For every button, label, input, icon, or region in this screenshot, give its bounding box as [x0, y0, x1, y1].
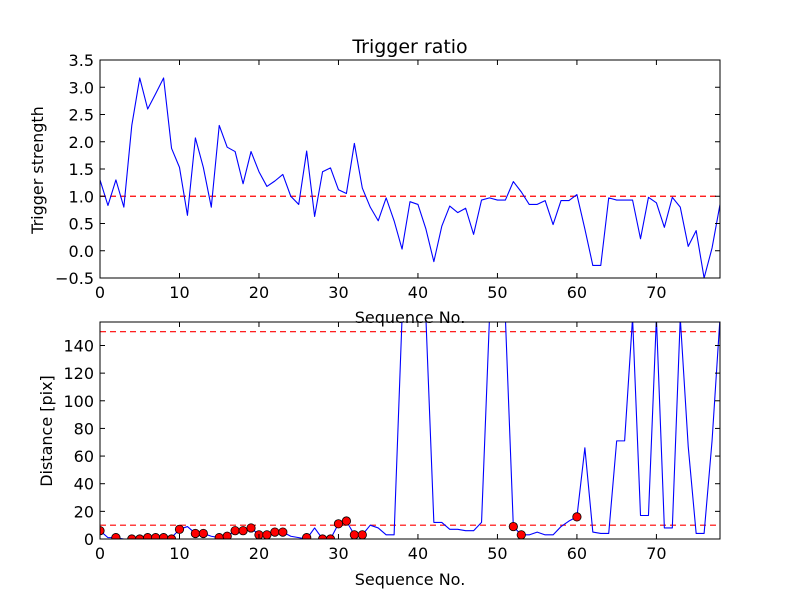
top-y-tick-label: 3.0	[69, 78, 94, 97]
bottom-y-tick-label: 40	[74, 475, 94, 494]
bottom-x-tick-label: 0	[95, 544, 105, 563]
top-x-tick-label: 30	[328, 283, 348, 302]
bottom-data-point	[198, 528, 208, 539]
bottom-x-tick-label: 10	[169, 544, 189, 563]
top-x-tick-label: 60	[567, 283, 587, 302]
bottom-y-tick-label: 20	[74, 502, 94, 521]
bottom-data-point	[270, 527, 280, 537]
bottom-data-point	[349, 530, 359, 539]
top-axes-frame	[99, 59, 721, 279]
bottom-data-point	[302, 533, 312, 539]
bottom-y-axis-label: Distance [pix]	[37, 375, 56, 487]
top-x-tick-label: 70	[646, 283, 666, 302]
bottom-x-tick-label: 40	[408, 544, 428, 563]
top-y-tick-label: 3.5	[69, 51, 94, 70]
bottom-data-point	[357, 530, 367, 539]
bottom-data-point	[278, 527, 288, 537]
bottom-data-point	[222, 531, 232, 539]
top-x-axis-label: Sequence No.	[355, 308, 466, 327]
bottom-y-tick-label: 0	[84, 530, 94, 549]
top-chart-title: Trigger ratio	[351, 36, 467, 58]
bottom-axes-frame	[99, 321, 721, 540]
top-y-tick-label: 0.5	[69, 215, 94, 234]
bottom-data-point	[262, 530, 272, 539]
bottom-data-point	[333, 519, 344, 529]
bottom-ticks: 0 10 20 30 40 50 60 70 0 20 40 60 80 100 120 140	[63, 322, 720, 563]
bottom-data-point	[238, 526, 248, 536]
bottom-x-tick-label: 20	[249, 544, 269, 563]
top-y-tick-label: 2.0	[69, 133, 94, 152]
bottom-data-point	[190, 528, 200, 539]
top-x-tick-label: 40	[408, 283, 428, 302]
bottom-data-point	[174, 524, 185, 534]
top-x-tick-label: 20	[249, 283, 269, 302]
bottom-x-tick-label: 50	[487, 544, 507, 563]
bottom-x-tick-label: 70	[646, 544, 666, 563]
top-y-tick-label: 1.5	[69, 160, 94, 179]
top-series-line	[100, 77, 720, 278]
bottom-y-tick-label: 80	[74, 419, 94, 438]
bottom-y-tick-label: 100	[63, 392, 94, 411]
bottom-plot-area	[100, 322, 720, 539]
top-x-tick-label: 10	[169, 283, 189, 302]
top-plot-area	[100, 77, 720, 278]
top-axes: Trigger ratio 0 10 20 30 40 50 60 70 −0.5 0.0 0.5 1…	[28, 36, 721, 327]
bottom-y-tick-label: 140	[63, 336, 94, 355]
bottom-data-point	[111, 533, 121, 539]
bottom-data-point	[516, 530, 526, 539]
top-ticks: 0 10 20 30 40 50 60 70 −0.5 0.0 0.5 1.0 1.5 2.0 2.5 3.0…	[55, 51, 720, 302]
bottom-x-axis-label: Sequence No.	[355, 570, 466, 589]
top-y-tick-label: 2.5	[69, 106, 94, 125]
bottom-data-point	[508, 521, 518, 532]
top-x-tick-label: 0	[95, 283, 105, 302]
top-y-axis-label: Trigger strength	[28, 106, 47, 235]
bottom-x-tick-label: 30	[328, 544, 348, 563]
bottom-data-point	[246, 523, 256, 533]
top-x-tick-label: 50	[487, 283, 507, 302]
bottom-data-point	[572, 512, 582, 522]
bottom-data-point	[230, 526, 240, 536]
top-y-tick-label: −0.5	[55, 269, 94, 288]
bottom-data-point	[341, 516, 352, 526]
bottom-axes: 0 10 20 30 40 50 60 70 0 20 40 60 80 100 120 140 Sequen…	[37, 321, 721, 589]
bottom-y-tick-label: 60	[74, 447, 94, 466]
bottom-y-tick-label: 120	[63, 364, 94, 383]
bottom-x-tick-label: 60	[567, 544, 587, 563]
top-y-tick-label: 1.0	[69, 187, 94, 206]
top-y-tick-label: 0.0	[69, 242, 94, 261]
